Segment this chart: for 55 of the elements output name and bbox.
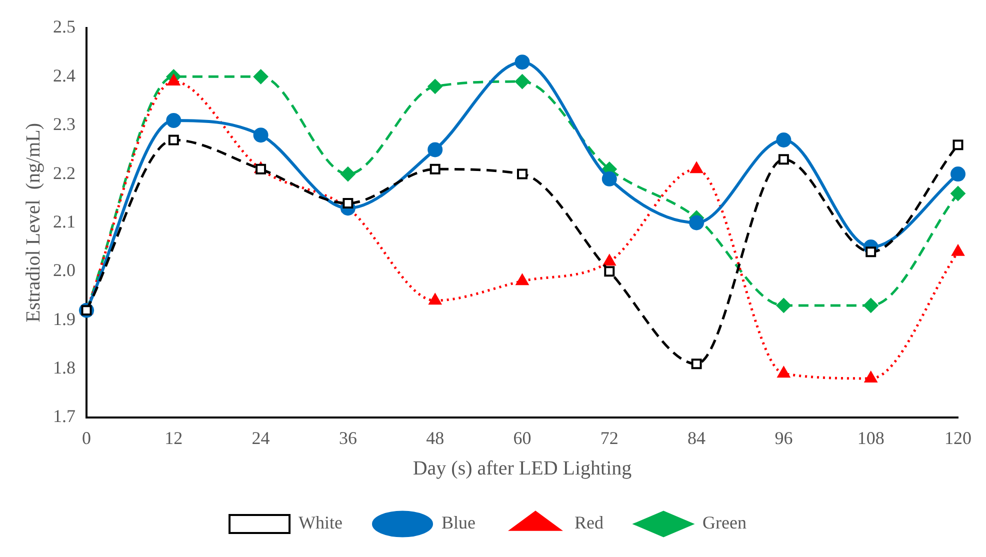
legend-label: Blue (442, 512, 476, 533)
point (430, 164, 440, 174)
legend-label: Green (702, 512, 746, 533)
point (428, 142, 443, 158)
point (602, 254, 616, 266)
y-axis-title: Estradiol Level (ng/mL) (22, 123, 44, 322)
x-tick-label: 36 (338, 428, 357, 448)
point (514, 74, 530, 90)
point (863, 298, 878, 313)
legend-label: White (298, 512, 343, 533)
point (516, 274, 529, 286)
point (253, 128, 268, 143)
point (864, 370, 878, 382)
x-tick-label: 84 (688, 428, 706, 448)
point (428, 293, 442, 305)
x-tick-label: 72 (600, 428, 618, 448)
point (776, 132, 792, 148)
point (691, 358, 702, 370)
y-tick-label: 2.2 (53, 162, 76, 183)
point (602, 171, 617, 186)
y-tick-label: 2.3 (53, 114, 76, 134)
point (950, 166, 966, 182)
point (689, 215, 704, 230)
y-tick-label: 1.7 (53, 406, 76, 426)
y-tick-label: 2.4 (53, 65, 76, 86)
point (778, 154, 789, 165)
x-tick-label: 48 (426, 428, 444, 448)
x-tick-label: 24 (252, 428, 270, 448)
point (342, 198, 354, 208)
x-tick-label: 96 (774, 428, 793, 448)
y-tick-label: 2.1 (53, 211, 76, 232)
legend-label: Red (574, 512, 604, 533)
point (777, 366, 790, 378)
point (952, 140, 964, 150)
x-tick-label: 60 (513, 428, 532, 448)
x-axis-title: Day (s) after LED Lighting (412, 457, 632, 480)
x-tick-label: 120 (944, 428, 972, 448)
point (253, 69, 268, 84)
point (866, 246, 876, 258)
x-tick-label: 0 (82, 428, 91, 448)
point (340, 166, 356, 182)
point (166, 112, 182, 128)
point (776, 298, 792, 313)
point (428, 78, 443, 94)
point (517, 168, 528, 180)
point (604, 266, 615, 277)
point (950, 186, 966, 201)
point (168, 134, 179, 146)
y-tick-label: 2.5 (53, 16, 76, 37)
x-tick-label: 108 (857, 428, 884, 448)
y-tick-label: 1.9 (53, 308, 76, 329)
y-tick-label: 2.0 (53, 260, 76, 280)
x-tick-label: 12 (164, 428, 183, 448)
y-tick-label: 1.8 (53, 357, 76, 378)
point (514, 54, 530, 70)
